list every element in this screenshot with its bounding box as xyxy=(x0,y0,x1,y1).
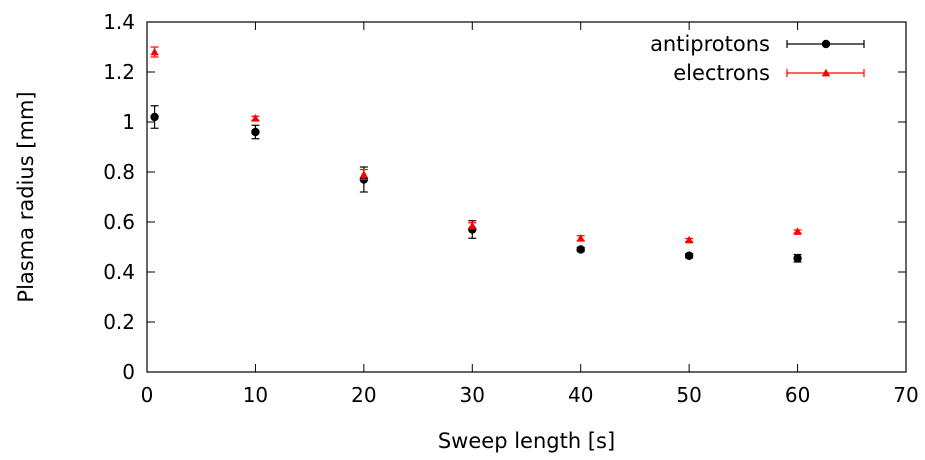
axis-ticks: 0 10 20 30 40 50 60 70 0 0.2 0.4 0.6 0.8 1 1.2 1.4 xyxy=(103,10,919,407)
data-point xyxy=(251,127,260,137)
x-axis-label: Sweep length [s] xyxy=(438,429,615,453)
legend-label: antiprotons xyxy=(650,32,770,56)
data-point xyxy=(251,114,260,122)
y-axis-label: Plasma radius [mm] xyxy=(14,91,38,302)
plot-frame xyxy=(146,21,907,373)
y-tick-label: 1.4 xyxy=(103,10,135,34)
series-electrons xyxy=(150,46,802,244)
data-point xyxy=(468,221,477,230)
x-tick-label: 50 xyxy=(676,383,701,407)
legend-label: electrons xyxy=(673,61,770,85)
legend-entry-electrons: electrons xyxy=(673,61,865,85)
x-tick-label: 70 xyxy=(893,383,918,407)
y-tick-label: 0.2 xyxy=(103,310,135,334)
data-series xyxy=(150,46,802,263)
data-point xyxy=(576,245,585,254)
y-tick-label: 1 xyxy=(122,110,135,134)
legend-entry-antiprotons: antiprotons xyxy=(650,32,865,56)
y-tick-label: 1.2 xyxy=(103,60,135,84)
legend-marker xyxy=(821,68,831,77)
x-tick-label: 10 xyxy=(243,383,268,407)
data-point xyxy=(684,235,694,244)
data-point xyxy=(576,234,585,242)
data-point xyxy=(150,112,159,122)
y-tick-label: 0.4 xyxy=(103,260,135,284)
x-tick-label: 60 xyxy=(785,383,810,407)
data-point xyxy=(793,227,802,235)
x-tick-label: 40 xyxy=(568,383,593,407)
series-antiprotons xyxy=(150,105,802,263)
data-point xyxy=(359,170,369,178)
x-tick-label: 0 xyxy=(141,383,154,407)
data-point xyxy=(684,251,694,260)
legend-marker xyxy=(821,39,831,49)
y-tick-label: 0 xyxy=(122,360,135,384)
data-point xyxy=(150,47,159,56)
x-tick-label: 30 xyxy=(460,383,485,407)
plot-area xyxy=(146,21,907,373)
legend: antiprotons electrons xyxy=(650,32,865,85)
data-point xyxy=(793,254,802,263)
x-tick-label: 20 xyxy=(351,383,376,407)
y-tick-label: 0.6 xyxy=(103,210,135,234)
y-tick-label: 0.8 xyxy=(103,160,135,184)
